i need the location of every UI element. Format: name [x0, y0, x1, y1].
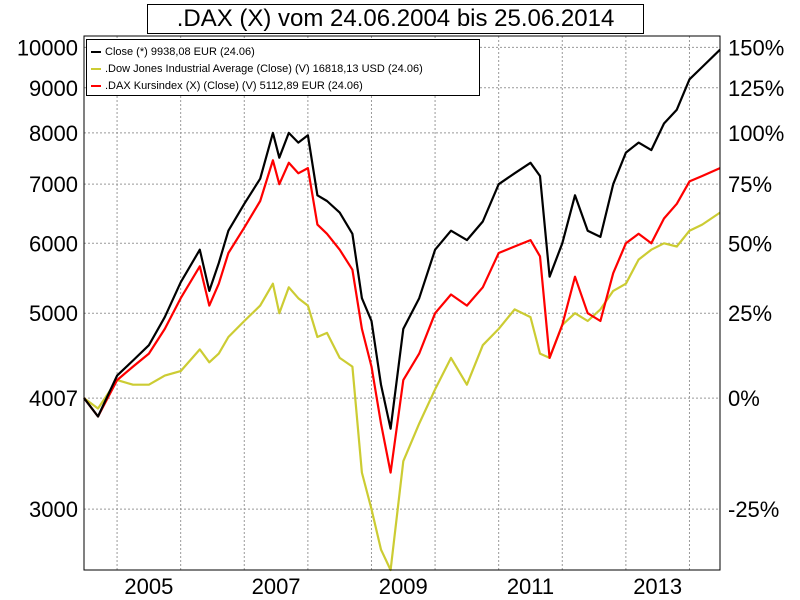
legend-item-dax-kursindex: .DAX Kursindex (X) (Close) (V) 5112,89 E… [91, 77, 475, 94]
y-tick-label-left: 6000 [29, 231, 78, 256]
y-tick-label-left: 8000 [29, 121, 78, 146]
x-tick-label: 2013 [633, 574, 682, 599]
legend-swatch [91, 50, 101, 53]
series-line-dow-jones [83, 211, 721, 572]
y-tick-label-left: 3000 [29, 497, 78, 522]
legend-label: Close (*) 9938,08 EUR (24.06) [105, 45, 255, 58]
legend-swatch [91, 84, 101, 87]
y-axis-left: 10000 9000 8000 7000 6000 5000 4007 3000 [17, 35, 78, 522]
y-tick-label-right: 100% [728, 121, 784, 146]
y-tick-label-left: 7000 [29, 172, 78, 197]
y-tick-label-left: 9000 [29, 76, 78, 101]
y-tick-label-left: 10000 [17, 35, 78, 60]
y-tick-label-right: -25% [728, 497, 779, 522]
legend-label: .DAX Kursindex (X) (Close) (V) 5112,89 E… [105, 79, 363, 92]
grid-lines [84, 36, 720, 570]
y-tick-label-right: 0% [728, 386, 760, 411]
x-axis: 2005 2007 2009 2011 2013 [124, 574, 682, 599]
legend-item-close: Close (*) 9938,08 EUR (24.06) [91, 43, 475, 60]
x-tick-label: 2011 [507, 574, 554, 599]
y-tick-label-left: 4007 [29, 386, 78, 411]
legend-label: .Dow Jones Industrial Average (Close) (V… [105, 62, 423, 75]
series-line-dax-kursindex [83, 159, 721, 474]
y-tick-label-right: 50% [728, 231, 772, 256]
series-line-close [83, 48, 721, 430]
y-tick-label-left: 5000 [29, 301, 78, 326]
legend-swatch [91, 67, 101, 70]
y-tick-label-right: 150% [728, 35, 784, 60]
x-tick-label: 2005 [124, 574, 173, 599]
x-tick-label: 2009 [379, 574, 428, 599]
series-layer [83, 48, 721, 572]
y-tick-label-right: 25% [728, 301, 772, 326]
x-tick-label: 2007 [252, 574, 301, 599]
y-tick-label-right: 125% [728, 76, 784, 101]
y-axis-right: 150% 125% 100% 75% 50% 25% 0% -25% [728, 35, 784, 522]
legend: Close (*) 9938,08 EUR (24.06) .Dow Jones… [86, 39, 480, 96]
chart-title: .DAX (X) vom 24.06.2004 bis 25.06.2014 [147, 4, 644, 34]
plot-frame [83, 35, 721, 571]
legend-item-dow-jones: .Dow Jones Industrial Average (Close) (V… [91, 60, 475, 77]
y-tick-label-right: 75% [728, 172, 772, 197]
